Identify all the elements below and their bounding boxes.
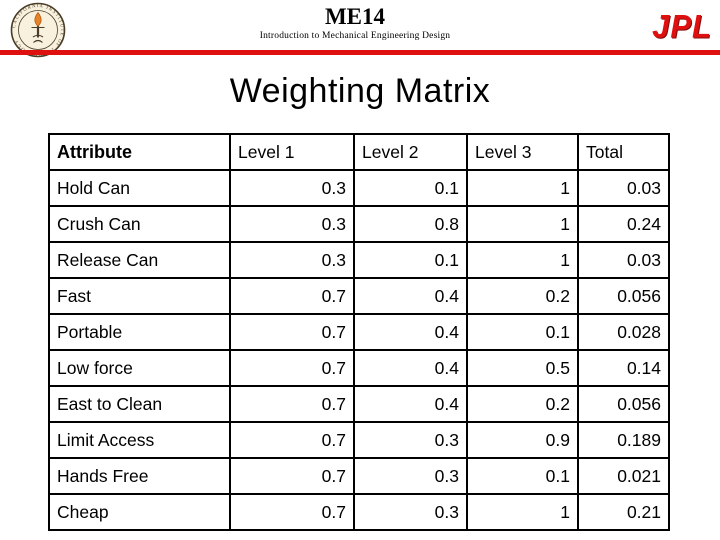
value-cell: 0.7 [229,457,355,495]
attribute-cell: Low force [48,349,231,387]
value-cell: 1 [466,493,579,531]
value-cell: 0.056 [577,277,670,315]
value-cell: 0.3 [353,457,468,495]
value-cell: 0.7 [229,421,355,459]
table-row: Portable 0.7 0.4 0.1 0.028 [48,313,670,351]
attribute-cell: Fast [48,277,231,315]
attribute-cell: Portable [48,313,231,351]
attribute-cell: Release Can [48,241,231,279]
caltech-seal-logo: CALIFORNIA INSTITUTE OF TECHNOLOGY [10,2,66,58]
attribute-cell: Cheap [48,493,231,531]
value-cell: 0.028 [577,313,670,351]
column-header-attribute: Attribute [48,133,231,171]
table-row: Limit Access 0.7 0.3 0.9 0.189 [48,421,670,459]
value-cell: 0.21 [577,493,670,531]
value-cell: 0.4 [353,349,468,387]
value-cell: 1 [466,241,579,279]
table-row: Fast 0.7 0.4 0.2 0.056 [48,277,670,315]
value-cell: 0.4 [353,277,468,315]
value-cell: 0.7 [229,277,355,315]
column-header-level1: Level 1 [229,133,355,171]
table-row: Hold Can 0.3 0.1 1 0.03 [48,169,670,207]
value-cell: 0.5 [466,349,579,387]
column-header-total: Total [577,133,670,171]
value-cell: 0.1 [466,313,579,351]
value-cell: 0.3 [353,493,468,531]
value-cell: 0.1 [466,457,579,495]
value-cell: 0.056 [577,385,670,423]
value-cell: 0.3 [353,421,468,459]
course-code: ME14 [324,4,386,29]
value-cell: 0.03 [577,241,670,279]
value-cell: 0.7 [229,493,355,531]
attribute-cell: Hands Free [48,457,231,495]
value-cell: 0.03 [577,169,670,207]
jpl-logo: JPL [652,8,712,45]
value-cell: 0.4 [353,313,468,351]
table-row: Cheap 0.7 0.3 1 0.21 [48,493,670,531]
value-cell: 0.9 [466,421,579,459]
value-cell: 0.24 [577,205,670,243]
value-cell: 0.3 [229,241,355,279]
column-header-level2: Level 2 [353,133,468,171]
course-subtitle: Introduction to Mechanical Engineering D… [259,31,451,42]
table-header-row: Attribute Level 1 Level 2 Level 3 Total [48,133,670,171]
value-cell: 0.8 [353,205,468,243]
torch-stem [36,26,40,38]
value-cell: 0.1 [353,241,468,279]
value-cell: 0.3 [229,169,355,207]
table-body: Hold Can 0.3 0.1 1 0.03 Crush Can 0.3 0.8 1 0.24 R… [48,169,670,531]
page-title: Weighting Matrix [229,72,491,110]
seal-figure-lines [31,26,45,43]
value-cell: 0.7 [229,313,355,351]
value-cell: 0.189 [577,421,670,459]
value-cell: 0.2 [466,277,579,315]
value-cell: 0.7 [229,349,355,387]
value-cell: 0.1 [353,169,468,207]
attribute-cell: East to Clean [48,385,231,423]
column-header-level3: Level 3 [466,133,579,171]
value-cell: 0.14 [577,349,670,387]
value-cell: 0.021 [577,457,670,495]
header-divider-rule [0,50,720,55]
table-row: Crush Can 0.3 0.8 1 0.24 [48,205,670,243]
table-row: Release Can 0.3 0.1 1 0.03 [48,241,670,279]
slide-header: ME14 Introduction to Mechanical Engineer… [80,4,630,41]
value-cell: 1 [466,169,579,207]
table-row: Hands Free 0.7 0.3 0.1 0.021 [48,457,670,495]
value-cell: 1 [466,205,579,243]
table-row: East to Clean 0.7 0.4 0.2 0.056 [48,385,670,423]
value-cell: 0.3 [229,205,355,243]
table-row: Low force 0.7 0.4 0.5 0.14 [48,349,670,387]
attribute-cell: Crush Can [48,205,231,243]
attribute-cell: Limit Access [48,421,231,459]
value-cell: 0.2 [466,385,579,423]
weighting-matrix-table: Attribute Level 1 Level 2 Level 3 Total … [48,133,670,531]
attribute-cell: Hold Can [48,169,231,207]
value-cell: 0.4 [353,385,468,423]
value-cell: 0.7 [229,385,355,423]
